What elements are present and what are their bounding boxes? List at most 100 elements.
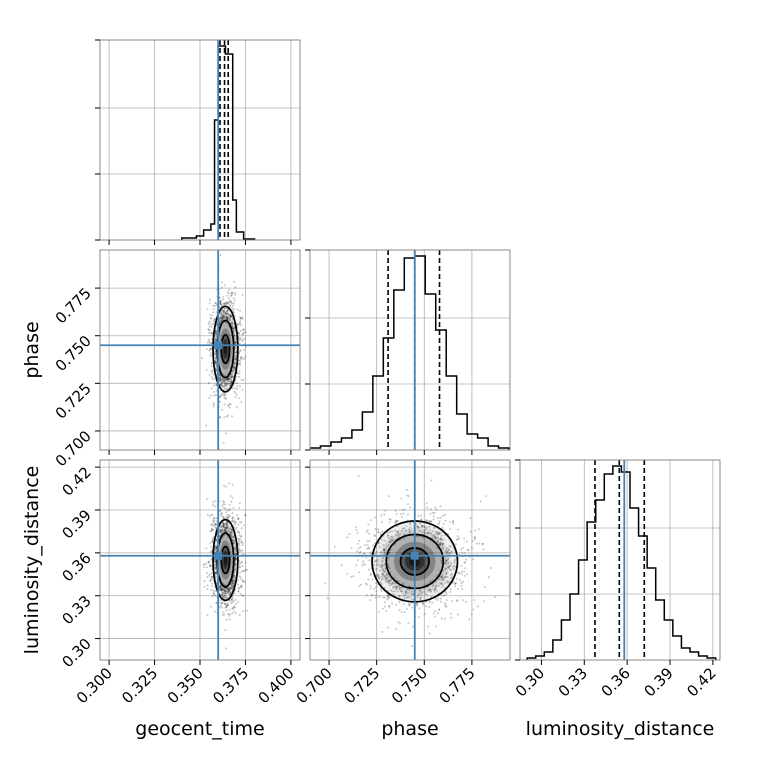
histogram-step-line	[526, 465, 717, 660]
sample-point	[383, 596, 386, 599]
sample-point	[214, 505, 217, 508]
sample-point	[223, 310, 226, 313]
sample-point	[378, 610, 381, 613]
sample-point	[240, 535, 243, 538]
sample-point	[215, 362, 218, 365]
sample-point	[228, 292, 231, 295]
sample-point	[224, 397, 227, 400]
sample-point	[238, 397, 241, 400]
sample-point	[226, 301, 229, 304]
sample-point	[207, 574, 210, 577]
contour-line-2	[212, 305, 239, 393]
sample-point	[231, 497, 234, 500]
sample-point	[229, 527, 232, 530]
sample-point	[208, 561, 211, 564]
sample-point	[223, 602, 226, 605]
sample-point	[228, 319, 231, 322]
sample-point	[220, 381, 223, 384]
sample-point	[224, 312, 227, 315]
sample-point	[215, 368, 218, 371]
sample-point	[229, 531, 232, 534]
sample-point	[239, 319, 242, 322]
sample-point	[354, 526, 357, 529]
sample-point	[437, 540, 440, 543]
sample-point	[440, 586, 443, 589]
sample-point	[223, 501, 226, 504]
sample-point	[209, 323, 212, 326]
sample-point	[362, 562, 365, 565]
sample-point	[215, 539, 218, 542]
sample-point	[441, 543, 444, 546]
sample-point	[207, 560, 210, 563]
sample-point	[241, 594, 244, 597]
sample-point	[449, 569, 452, 572]
sample-point	[227, 613, 230, 616]
sample-point	[444, 603, 447, 606]
sample-point	[374, 596, 377, 599]
sample-point	[222, 377, 225, 380]
sample-point	[405, 525, 408, 528]
sample-point	[209, 558, 212, 561]
sample-point	[214, 302, 217, 305]
sample-point	[229, 591, 232, 594]
sample-point	[213, 394, 216, 397]
sample-point	[388, 567, 391, 570]
sample-point	[225, 388, 228, 391]
sample-point	[235, 341, 238, 344]
sample-point	[377, 528, 380, 531]
sample-point	[433, 538, 436, 541]
sample-point	[220, 380, 223, 383]
sample-point	[419, 590, 422, 593]
sample-point	[448, 552, 451, 555]
sample-point	[433, 590, 436, 593]
sample-point	[224, 303, 227, 306]
sample-point	[445, 562, 448, 565]
sample-point	[242, 327, 245, 330]
sample-point	[237, 531, 240, 534]
sample-point	[233, 577, 236, 580]
sample-point	[230, 292, 233, 295]
sample-point	[240, 527, 243, 530]
sample-point	[442, 579, 445, 582]
sample-point	[219, 384, 222, 387]
sample-point	[384, 553, 387, 556]
sample-point	[461, 573, 464, 576]
sample-point	[370, 593, 373, 596]
sample-point	[407, 602, 410, 605]
sample-point	[428, 531, 431, 534]
sample-point	[233, 334, 236, 337]
sample-point	[235, 405, 238, 408]
sample-point	[234, 564, 237, 567]
sample-point	[355, 564, 358, 567]
sample-point	[377, 558, 380, 561]
sample-point	[234, 358, 237, 361]
sample-point	[214, 523, 217, 526]
sample-point	[379, 576, 382, 579]
sample-point	[421, 531, 424, 534]
sample-point	[239, 592, 242, 595]
sample-point	[228, 402, 231, 405]
sample-point	[420, 526, 423, 529]
sample-point	[227, 308, 230, 311]
sample-point	[219, 530, 222, 533]
sample-point	[383, 548, 386, 551]
sample-point	[428, 588, 431, 591]
sample-point	[228, 586, 231, 589]
sample-point	[233, 526, 236, 529]
sample-point	[236, 583, 239, 586]
sample-point	[228, 531, 231, 534]
sample-point	[228, 509, 231, 512]
sample-point	[391, 536, 394, 539]
sample-point	[429, 508, 432, 511]
sample-point	[443, 581, 446, 584]
sample-point	[227, 530, 230, 533]
sample-point	[235, 382, 238, 385]
sample-point	[229, 588, 232, 591]
sample-point	[228, 589, 231, 592]
sample-point	[234, 547, 237, 550]
sample-point	[447, 557, 450, 560]
sample-point	[234, 562, 237, 565]
sample-point	[230, 586, 233, 589]
sample-point	[233, 299, 236, 302]
sample-point	[456, 535, 459, 538]
